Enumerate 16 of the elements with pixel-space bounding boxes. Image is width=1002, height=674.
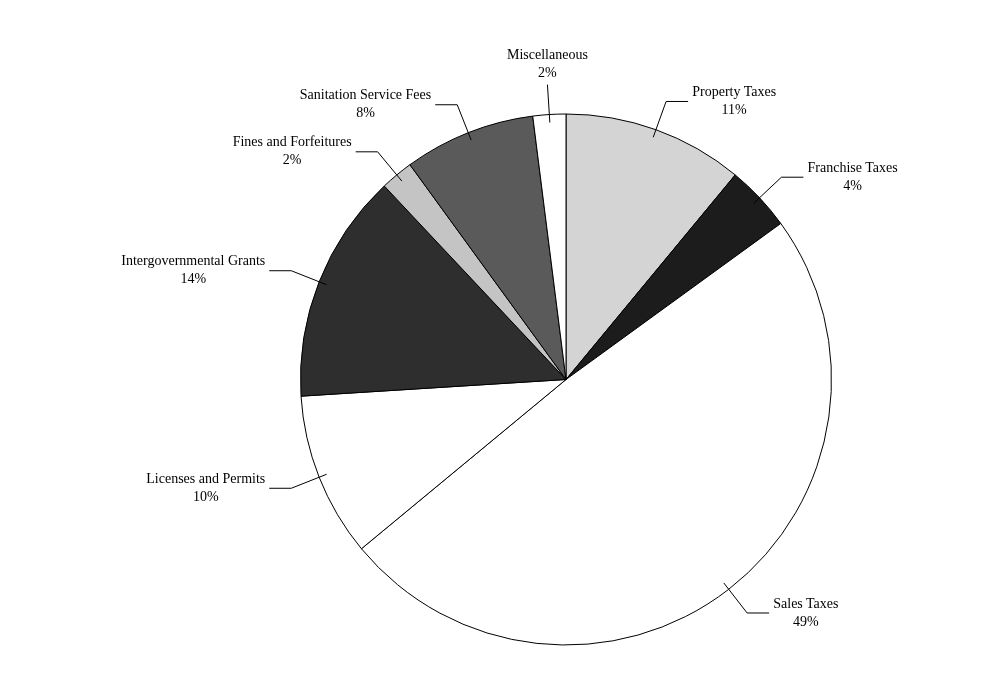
data-label: 2% bbox=[538, 65, 558, 81]
data-label: 8% bbox=[356, 105, 376, 121]
slice-label: Licenses and Permits bbox=[146, 470, 266, 486]
data-label: 4% bbox=[843, 177, 863, 193]
slice-label: Property Taxes bbox=[692, 84, 777, 100]
slice-label: Miscellaneous bbox=[507, 47, 588, 63]
slice-label: Sales Taxes bbox=[773, 595, 839, 611]
data-label: 11% bbox=[721, 102, 748, 118]
data-label: 49% bbox=[793, 613, 820, 629]
data-label: 10% bbox=[192, 488, 219, 504]
data-label: 2% bbox=[282, 152, 302, 168]
slice-label: Intergovernmental Grants bbox=[121, 253, 266, 269]
slice-label: Fines and Forfeitures bbox=[232, 134, 352, 150]
slice-label: Franchise Taxes bbox=[807, 159, 898, 175]
slice-label: Sanitation Service Fees bbox=[299, 87, 432, 103]
data-label: 14% bbox=[180, 271, 207, 287]
